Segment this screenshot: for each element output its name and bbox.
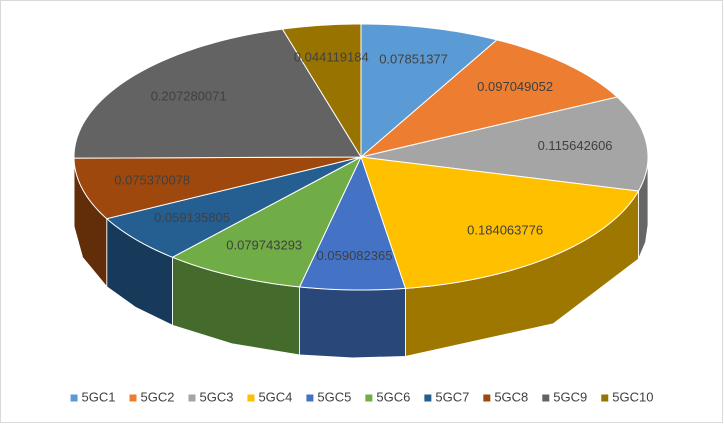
legend-label: 5GC10 <box>612 389 653 404</box>
legend-swatch <box>70 394 78 402</box>
slice <box>281 23 362 159</box>
legend-swatch <box>424 394 432 402</box>
data-label: 0.044119184 <box>294 50 369 65</box>
legend-label: 5GC8 <box>494 389 528 404</box>
legend-swatch <box>542 394 550 402</box>
legend-label: 5GC6 <box>376 389 410 404</box>
legend-swatch <box>365 394 373 402</box>
data-label: 0.115642606 <box>538 138 613 153</box>
data-label: 0.075370078 <box>114 173 190 188</box>
slice <box>105 156 362 258</box>
slice <box>171 155 363 288</box>
data-label: 0.097049052 <box>477 79 553 94</box>
legend-swatch <box>483 394 491 402</box>
legend-label: 5GC3 <box>199 389 233 404</box>
legend-swatch <box>188 394 196 402</box>
slice <box>360 39 619 158</box>
data-label: 0.059135805 <box>154 210 230 225</box>
data-label: 0.207280071 <box>151 89 227 104</box>
legend-label: 5GC5 <box>317 389 351 404</box>
legend-label: 5GC7 <box>435 389 469 404</box>
slice <box>73 156 362 220</box>
legend: 5GC1 5GC2 5GC3 5GC4 5GC5 5GC6 5GC7 5GC8 5GC9 5GC1… <box>70 389 653 404</box>
data-label: 0.184063776 <box>467 223 543 238</box>
slice <box>360 156 640 289</box>
legend-swatch <box>129 394 137 402</box>
slice <box>360 23 498 159</box>
legend-label: 5GC2 <box>141 389 175 404</box>
legend-swatch <box>601 394 609 402</box>
data-label: 0.059082365 <box>317 248 393 263</box>
legend-label: 5GC4 <box>258 389 292 404</box>
slice <box>298 155 407 291</box>
legend-label: 5GC1 <box>82 389 116 404</box>
data-label: 0.079743293 <box>226 238 302 253</box>
legend-swatch <box>306 394 314 402</box>
legend-label: 5GC9 <box>553 389 587 404</box>
slice <box>360 96 649 192</box>
data-label: 0.07851377 <box>379 52 448 67</box>
slice-side <box>299 286 406 359</box>
legend-swatch <box>247 394 255 402</box>
slice <box>73 28 362 159</box>
